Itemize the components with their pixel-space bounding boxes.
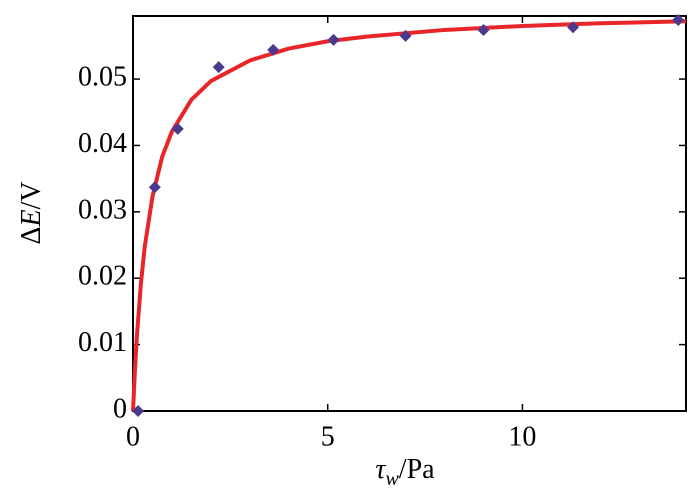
y-tick-label: 0 <box>113 393 127 424</box>
y-tick-label: 0.02 <box>78 261 127 292</box>
x-label-unit: /Pa <box>399 454 435 485</box>
data-point <box>171 122 184 135</box>
y-label-delta: Δ <box>16 227 47 245</box>
data-point <box>327 33 340 46</box>
y-tick-label: 0.05 <box>78 61 127 92</box>
data-point <box>212 61 225 74</box>
x-tick-label: 5 <box>321 421 335 452</box>
data-point <box>267 43 280 56</box>
y-axis-label: ΔE/V <box>16 181 47 244</box>
plot-frame <box>132 15 687 412</box>
y-tick-label: 0.01 <box>78 327 127 358</box>
y-tick-label: 0.03 <box>78 194 127 225</box>
data-point <box>132 405 145 417</box>
x-tick-label: 10 <box>508 421 536 452</box>
data-point <box>567 21 580 34</box>
y-label-symbol: E <box>16 209 47 227</box>
data-point <box>399 29 412 42</box>
x-label-subscript: w <box>385 468 399 490</box>
fit-curve <box>131 19 687 412</box>
data-point <box>148 181 161 194</box>
y-tick-label: 0.04 <box>78 128 127 159</box>
x-axis-label: τw/Pa <box>375 454 435 489</box>
y-label-unit: /V <box>16 181 47 209</box>
data-point <box>672 13 685 26</box>
data-point <box>477 23 490 36</box>
x-label-symbol: τ <box>375 454 386 485</box>
x-tick-label: 0 <box>126 421 140 452</box>
